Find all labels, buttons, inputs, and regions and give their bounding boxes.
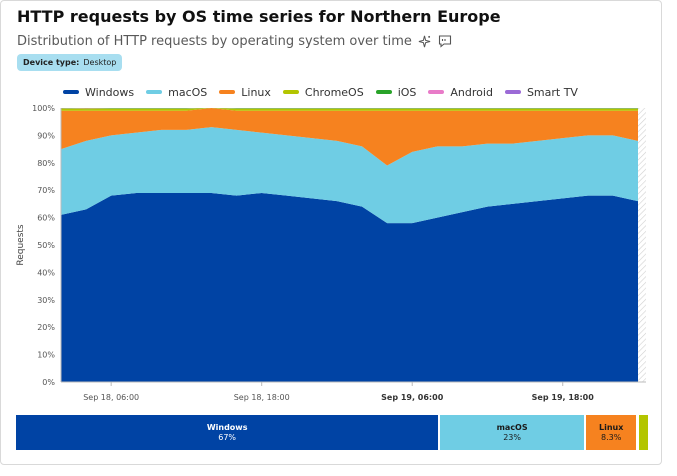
area-series-smart-tv[interactable] [61, 108, 638, 109]
y-axis-label: Requests [16, 224, 26, 266]
legend-swatch [282, 90, 299, 94]
summary-segment-name: macOS [496, 422, 528, 432]
chart-title: HTTP requests by OS time series for Nort… [17, 7, 501, 26]
legend-label: ChromeOS [304, 85, 364, 99]
y-tick-label: 0% [42, 378, 55, 387]
filter-key: Device type: [23, 58, 80, 67]
sparkle-icon[interactable] [418, 34, 432, 48]
legend-swatch [219, 90, 236, 94]
share-summary-bar: Windows 67% macOS 23% Linux 8.3% [16, 415, 648, 450]
area-series-windows[interactable] [61, 192, 638, 382]
area-series-linux[interactable] [61, 108, 638, 166]
y-tick-label: 10% [37, 351, 55, 360]
legend-swatch [428, 90, 445, 94]
summary-segment-macos[interactable]: macOS 23% [440, 415, 586, 450]
summary-segment-linux[interactable]: Linux 8.3% [585, 415, 639, 450]
x-tick-label: Sep 19, 18:00 [532, 393, 595, 402]
chart-legend: Windows macOS Linux ChromeOS iOS Android Smart… [63, 85, 590, 99]
incomplete-data-region [638, 108, 646, 382]
device-type-filter-badge[interactable]: Device type: Desktop [17, 54, 123, 71]
y-tick-label: 20% [37, 323, 55, 332]
area-series-macos[interactable] [61, 127, 638, 224]
comment-icon[interactable] [438, 34, 452, 48]
area-series-ios[interactable] [61, 108, 638, 110]
legend-item-android[interactable]: Android [428, 86, 493, 99]
legend-item-smart-tv[interactable]: Smart TV [504, 85, 578, 99]
legend-swatch [63, 90, 79, 94]
summary-segment-name: Windows [206, 422, 248, 432]
y-tick-label: 40% [37, 268, 55, 277]
legend-label: Smart TV [526, 85, 578, 99]
y-tick-label: 70% [37, 186, 55, 195]
legend-item-ios[interactable]: iOS [375, 85, 417, 99]
summary-segment-name: Linux [599, 422, 624, 432]
legend-swatch [375, 90, 392, 94]
y-tick-label: 50% [37, 241, 55, 250]
legend-label: iOS [397, 85, 417, 99]
y-tick-label: 80% [37, 159, 55, 168]
summary-segment-percent: 8.3% [601, 432, 622, 442]
summary-segment-windows[interactable]: Windows 67% [16, 415, 441, 450]
summary-segment-percent: 23% [503, 432, 521, 442]
summary-segment-percent: 67% [218, 432, 237, 442]
y-tick-label: 100% [32, 104, 55, 113]
y-tick-label: 30% [37, 296, 55, 305]
subtitle-row: Distribution of HTTP requests by operati… [17, 32, 452, 50]
x-tick-label: Sep 19, 06:00 [381, 393, 444, 402]
legend-item-chromeos[interactable]: ChromeOS [282, 85, 364, 99]
x-tick-label: Sep 18, 18:00 [234, 393, 290, 402]
legend-item-windows[interactable]: Windows [63, 86, 134, 99]
area-series-chromeos[interactable] [61, 108, 638, 111]
x-tick-label: Sep 18, 06:00 [83, 393, 139, 402]
legend-label: Linux [241, 85, 271, 99]
legend-label: macOS [168, 85, 208, 99]
y-tick-label: 90% [37, 131, 55, 140]
y-tick-label: 60% [37, 214, 55, 223]
chart-subtitle: Distribution of HTTP requests by operati… [17, 33, 412, 49]
summary-segment-other[interactable] [638, 415, 648, 450]
legend-swatch [146, 90, 163, 94]
legend-swatch [504, 90, 521, 94]
filter-value: Desktop [83, 58, 117, 67]
legend-item-linux[interactable]: Linux [219, 86, 271, 99]
area-remainder [61, 108, 638, 109]
legend-item-macos[interactable]: macOS [146, 86, 207, 99]
legend-label: Android [450, 85, 493, 99]
legend-label: Windows [85, 85, 135, 99]
